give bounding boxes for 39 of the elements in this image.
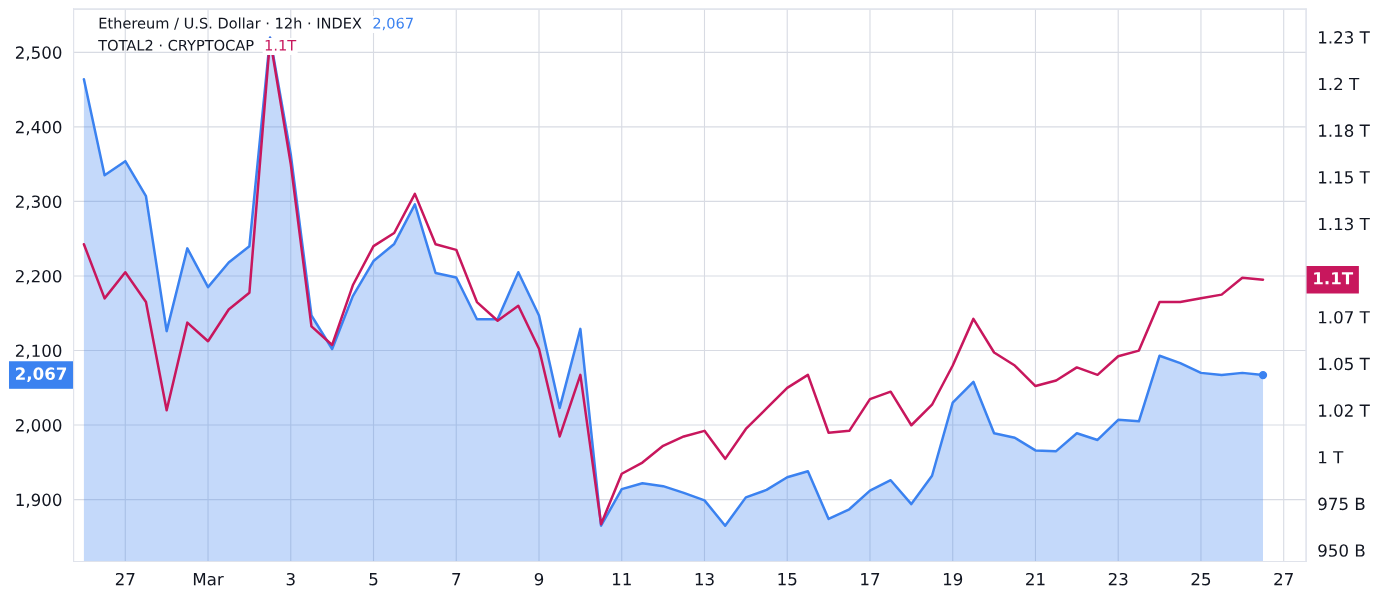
x-tick-label: 5 — [369, 573, 378, 586]
series-label: TOTAL2 · CRYPTOCAP — [98, 39, 254, 51]
y2-tick-label: 975 B — [1318, 497, 1365, 511]
annotation: 1.1T — [265, 39, 297, 51]
x-tick-label: 11 — [612, 573, 631, 586]
y2-tick-label: 950 B — [1318, 544, 1365, 557]
text: 2,067 — [16, 367, 67, 383]
x-tick-label: 23 — [1108, 572, 1128, 586]
y2-tick-label: 1.23 T — [1319, 31, 1370, 44]
y2-tick-label: 1.2 T — [1319, 77, 1360, 91]
y-tick-label: 2,200 — [15, 269, 62, 285]
x-tick-label: 13 — [695, 572, 714, 586]
x-tick-label: 19 — [943, 572, 963, 586]
y-tick-label: 2,000 — [15, 419, 62, 434]
x-tick-label: 3 — [286, 572, 295, 586]
x-tick-label: 27 — [115, 572, 135, 586]
x-tick-label: Mar — [193, 573, 224, 586]
annotation: 2,067 — [373, 17, 413, 31]
y2-tick-label: 1.18 T — [1319, 124, 1370, 137]
text: Ethereum / U.S. Dollar · 12h · INDEX — [99, 17, 362, 30]
y-tick-label: 2,300 — [15, 195, 62, 210]
x-tick-label: 9 — [534, 572, 544, 586]
x-tick-label: 17 — [861, 573, 880, 586]
x-tick-label: 25 — [1191, 572, 1211, 586]
y2-tick-label: 1.05 T — [1319, 357, 1370, 371]
y-tick-label: 1,900 — [16, 493, 62, 508]
y2-tick-label: 1.13 T — [1319, 217, 1370, 231]
y-tick-label: 2,100 — [15, 344, 62, 359]
text: 1.1T — [1314, 272, 1354, 285]
y2-tick-label: 1.15 T — [1319, 171, 1370, 184]
x-tick-label: 21 — [1026, 572, 1045, 586]
y2-tick-label: 1 T — [1319, 451, 1344, 464]
y2-tick-label: 1.02 T — [1319, 404, 1370, 417]
y2-tick-label: 1.07 T — [1319, 310, 1370, 324]
x-tick-label: 27 — [1274, 572, 1293, 586]
x-tick-label: 15 — [778, 573, 797, 586]
y-tick-label: 2,500 — [15, 46, 62, 61]
y-tick-label: 2,400 — [15, 120, 62, 136]
x-tick-label: 7 — [452, 573, 461, 586]
